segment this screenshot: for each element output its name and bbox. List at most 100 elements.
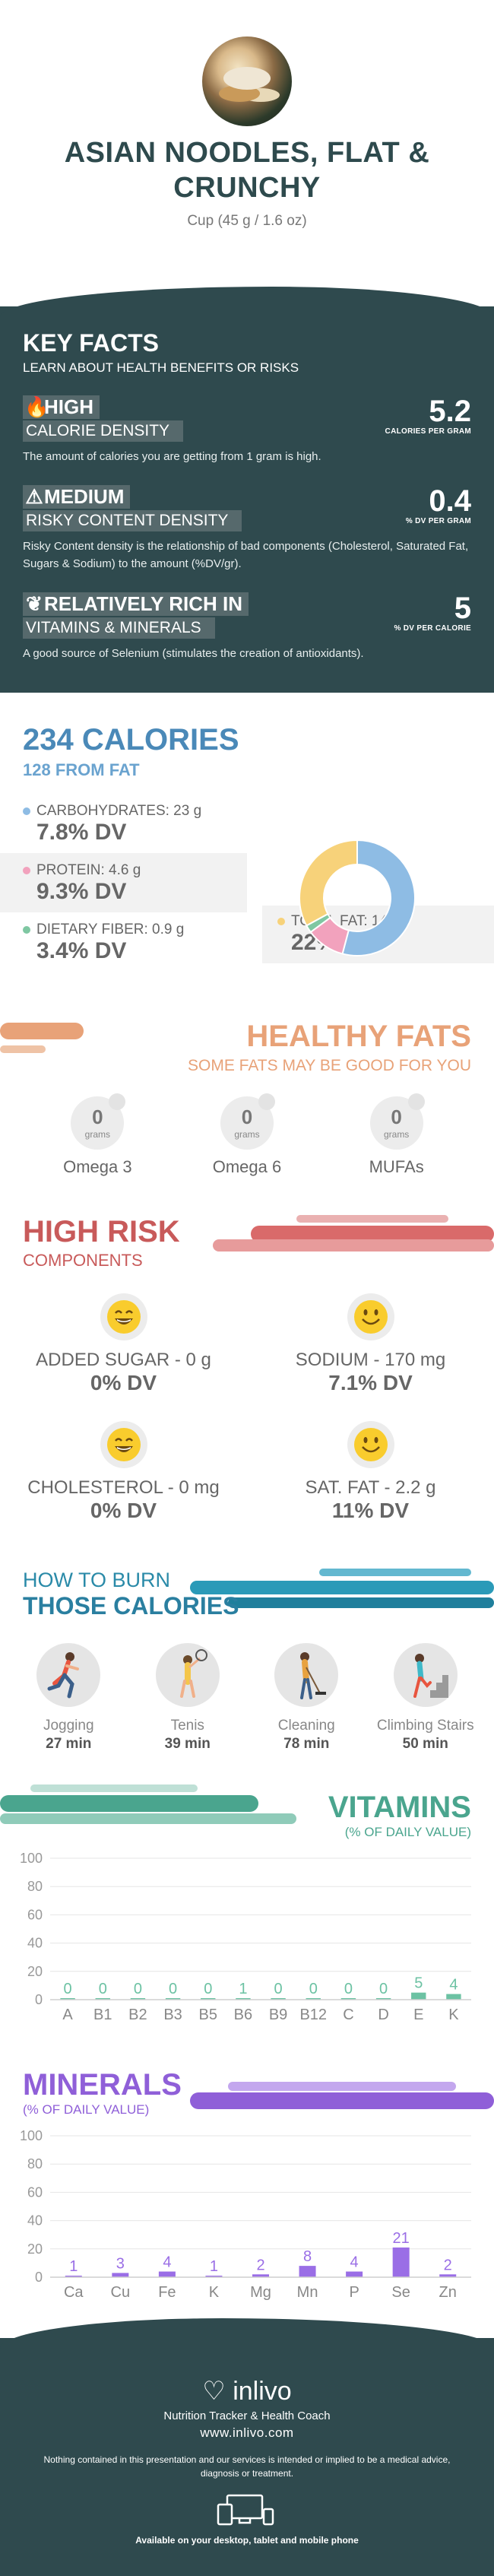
- fact-label: VITAMINS & MINERALS: [23, 617, 215, 639]
- activity-name: Jogging: [43, 1718, 94, 1734]
- fat-name: MUFAs: [369, 1157, 424, 1176]
- y-tick-label: 60: [27, 1907, 43, 1922]
- bar-value-label: 0: [344, 1981, 353, 1997]
- decor-streak: [0, 1795, 258, 1812]
- y-tick-label: 40: [27, 1936, 43, 1951]
- fat-unit: grams: [234, 1129, 260, 1140]
- smiling-face-icon: [347, 1421, 394, 1468]
- decor-streak: [251, 1226, 494, 1242]
- footer: ♡ inlivo Nutrition Tracker & Health Coac…: [0, 2318, 494, 2576]
- jogging-icon: [36, 1643, 101, 1707]
- page-title: ASIAN NOODLES, FLAT & CRUNCHY: [64, 137, 430, 204]
- risk-dv: 0% DV: [90, 1371, 157, 1394]
- website-link[interactable]: www.inlivo.com: [200, 2425, 294, 2440]
- header: ASIAN NOODLES, FLAT & CRUNCHY Cup (45 g …: [0, 36, 494, 306]
- bar-value-label: 0: [134, 1981, 142, 1997]
- x-tick-label: Fe: [158, 2284, 176, 2301]
- bar-b3: [165, 1998, 181, 2000]
- activity-minutes: 27 min: [46, 1736, 92, 1752]
- high-risk-subtitle: COMPONENTS: [23, 1251, 143, 1270]
- fat-amount: 0: [92, 1106, 103, 1128]
- healthy-fats-subtitle: SOME FATS MAY BE GOOD FOR YOU: [187, 1057, 471, 1074]
- x-tick-label: C: [343, 2007, 353, 2023]
- bar-value-label: 0: [309, 1981, 318, 1997]
- x-tick-label: B2: [128, 2007, 147, 2023]
- bar-b2: [130, 1998, 146, 2000]
- x-tick-label: K: [448, 2007, 459, 2023]
- activity-minutes: 78 min: [283, 1736, 330, 1752]
- bar-value-label: 5: [414, 1975, 423, 1992]
- decor-streak: [30, 1784, 198, 1792]
- bar-value-label: 8: [303, 2248, 312, 2265]
- bar-b5: [201, 1998, 216, 2000]
- risk-added-sugar: ADDED SUGAR - 0 g 0% DV: [0, 1293, 247, 1395]
- minerals-title: MINERALS: [23, 2068, 182, 2102]
- y-tick-label: 60: [27, 2184, 43, 2200]
- x-tick-label: K: [209, 2284, 220, 2301]
- disclaimer: Nothing contained in this presentation a…: [43, 2454, 451, 2479]
- bar-cu: [112, 2273, 129, 2277]
- x-tick-label: A: [62, 2007, 73, 2023]
- fact-unit: % DV PER CALORIE: [394, 624, 471, 633]
- bar-value-label: 3: [116, 2255, 125, 2272]
- healthy-fat-omega3: 0 grams Omega 3: [40, 1093, 154, 1177]
- x-tick-label: B5: [199, 2007, 217, 2023]
- serving-size: Cup (45 g / 1.6 oz): [187, 213, 307, 229]
- donut-slice-carbohydrates: [341, 839, 416, 956]
- healthy-fats-title: HEALTHY FATS: [246, 1020, 471, 1053]
- fact-calorie-density: 🔥HIGH CALORIE DENSITY 5.2 CALORIES PER G…: [23, 395, 471, 465]
- bar-value-label: 0: [204, 1981, 212, 1997]
- fat-name: Omega 3: [63, 1157, 132, 1176]
- x-tick-label: P: [349, 2284, 359, 2301]
- x-tick-label: Ca: [64, 2284, 84, 2301]
- healthy-fat-omega6: 0 grams Omega 6: [190, 1093, 304, 1177]
- bar-value-label: 0: [64, 1981, 72, 1997]
- y-tick-label: 80: [27, 2156, 43, 2172]
- bar-c: [340, 1998, 356, 2000]
- risk-sodium: SODIUM - 170 mg 7.1% DV: [247, 1293, 494, 1395]
- vitamins-subtitle: (% OF DAILY VALUE): [344, 1825, 471, 1839]
- macro-label: DIETARY FIBER: 0.9 g: [36, 922, 185, 937]
- x-tick-label: B3: [163, 2007, 182, 2023]
- bar-mn: [299, 2266, 316, 2277]
- legend-dot: [277, 917, 285, 925]
- bar-b12: [306, 1998, 321, 2000]
- minerals-section: MINERALS (% OF DAILY VALUE) 0 20 40 60 80 100…: [0, 2038, 494, 2315]
- inlivo-logo: ♡ inlivo: [30, 2376, 464, 2406]
- fact-vitamins-minerals: ❦RELATIVELY RICH IN VITAMINS & MINERALS …: [23, 592, 471, 662]
- bar-e: [411, 1992, 426, 2000]
- activity-minutes: 39 min: [164, 1736, 211, 1752]
- warning-icon: ⚠: [25, 485, 43, 508]
- decor-streak: [190, 2092, 494, 2109]
- fact-label: CALORIE DENSITY: [23, 420, 184, 442]
- x-tick-label: B6: [234, 2007, 252, 2023]
- bar-value-label: 21: [393, 2230, 410, 2247]
- bar-a: [60, 1998, 75, 2000]
- fact-description: A good source of Selenium (stimulates th…: [23, 647, 364, 660]
- risk-dv: 0% DV: [90, 1499, 157, 1522]
- cleaning-icon: [274, 1643, 339, 1707]
- macro-dv: 9.3% DV: [36, 879, 127, 904]
- risk-name: CHOLESTEROL - 0 mg: [27, 1477, 220, 1498]
- bar-value-label: 1: [210, 2258, 218, 2275]
- y-tick-label: 0: [35, 2270, 43, 2285]
- bar-mg: [252, 2274, 269, 2277]
- risk-name: ADDED SUGAR - 0 g: [36, 1350, 211, 1370]
- fact-value: 0.4: [429, 484, 471, 518]
- calories-title: 234 CALORIES: [23, 723, 239, 757]
- vitamins-bar-chart: 0 20 40 60 80 100 0 A 0 B1 0 B2 0 B3 0 B5 1 B6 0 B9 0 B12 0 C 0 D…: [20, 1851, 471, 2023]
- risk-dv: 11% DV: [331, 1499, 410, 1522]
- x-tick-label: Se: [391, 2284, 410, 2301]
- activity-minutes: 50 min: [402, 1736, 448, 1752]
- decor-streak: [0, 1023, 84, 1039]
- high-risk-title: HIGH RISK: [23, 1215, 180, 1248]
- burn-calories-section: HOW TO BURN THOSE CALORIES Jogging 27 mi…: [0, 1553, 494, 1775]
- bar-value-label: 4: [163, 2254, 171, 2271]
- risk-name: SAT. FAT - 2.2 g: [305, 1477, 436, 1498]
- bar-k: [446, 1994, 461, 2000]
- donut-slice-total-fat: [299, 839, 358, 927]
- decor-streak: [228, 2082, 456, 2091]
- minerals-subtitle: (% OF DAILY VALUE): [23, 2102, 150, 2117]
- bar-value-label: 1: [239, 1981, 247, 1997]
